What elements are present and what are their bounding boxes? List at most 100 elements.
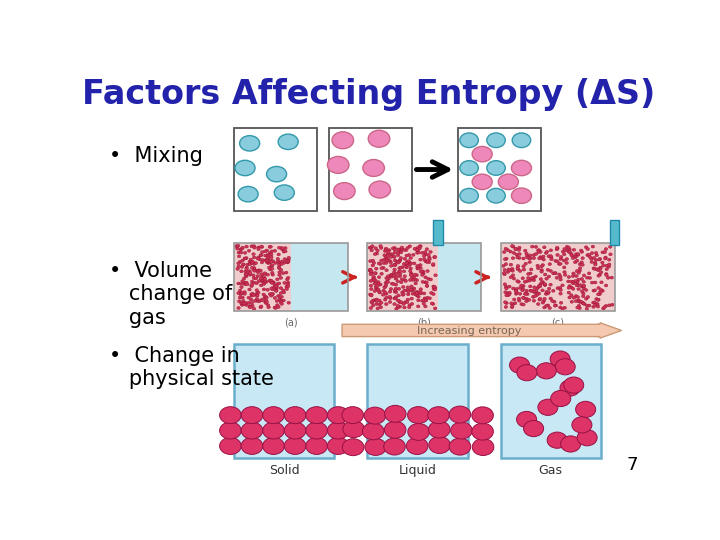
Ellipse shape xyxy=(241,422,263,439)
Ellipse shape xyxy=(568,248,571,251)
Ellipse shape xyxy=(274,261,277,265)
Ellipse shape xyxy=(536,287,539,289)
Ellipse shape xyxy=(268,261,271,264)
Ellipse shape xyxy=(259,254,263,256)
Ellipse shape xyxy=(426,260,429,262)
Ellipse shape xyxy=(595,254,598,256)
Ellipse shape xyxy=(523,421,544,437)
Ellipse shape xyxy=(532,290,536,293)
Ellipse shape xyxy=(271,281,274,284)
Ellipse shape xyxy=(243,302,246,306)
Text: Increasing entropy: Increasing entropy xyxy=(417,326,521,336)
Ellipse shape xyxy=(602,264,605,267)
Ellipse shape xyxy=(279,287,283,289)
Ellipse shape xyxy=(384,438,405,455)
Ellipse shape xyxy=(277,261,281,264)
Ellipse shape xyxy=(395,283,397,286)
Ellipse shape xyxy=(428,256,431,259)
Ellipse shape xyxy=(274,289,278,293)
Ellipse shape xyxy=(517,297,521,300)
Ellipse shape xyxy=(544,273,547,276)
Ellipse shape xyxy=(559,306,562,309)
Ellipse shape xyxy=(374,247,377,249)
Ellipse shape xyxy=(287,259,290,262)
Ellipse shape xyxy=(593,301,596,304)
Ellipse shape xyxy=(427,261,431,264)
Ellipse shape xyxy=(412,276,415,279)
Ellipse shape xyxy=(286,278,289,281)
Ellipse shape xyxy=(286,261,289,264)
Ellipse shape xyxy=(554,304,557,307)
Ellipse shape xyxy=(390,287,392,291)
Ellipse shape xyxy=(259,279,263,282)
Ellipse shape xyxy=(604,256,608,259)
Ellipse shape xyxy=(269,253,273,256)
Ellipse shape xyxy=(409,274,413,276)
Ellipse shape xyxy=(547,255,551,258)
Ellipse shape xyxy=(397,248,401,251)
Ellipse shape xyxy=(266,273,269,276)
Ellipse shape xyxy=(516,267,519,269)
Ellipse shape xyxy=(373,279,377,281)
Ellipse shape xyxy=(395,307,398,310)
Ellipse shape xyxy=(592,256,595,259)
Ellipse shape xyxy=(256,256,260,259)
Ellipse shape xyxy=(460,188,478,203)
Ellipse shape xyxy=(522,268,526,271)
Ellipse shape xyxy=(267,306,270,309)
Ellipse shape xyxy=(270,287,274,290)
Ellipse shape xyxy=(424,299,428,302)
Ellipse shape xyxy=(280,262,284,265)
Ellipse shape xyxy=(399,251,402,254)
Ellipse shape xyxy=(271,281,274,285)
Ellipse shape xyxy=(256,294,259,297)
Ellipse shape xyxy=(392,271,396,274)
Ellipse shape xyxy=(516,268,520,271)
Ellipse shape xyxy=(261,251,264,253)
Ellipse shape xyxy=(379,245,382,247)
Bar xyxy=(367,343,467,457)
Ellipse shape xyxy=(428,258,431,261)
Ellipse shape xyxy=(585,246,588,249)
Ellipse shape xyxy=(602,307,605,310)
Ellipse shape xyxy=(592,301,595,304)
Ellipse shape xyxy=(567,246,570,249)
Ellipse shape xyxy=(515,287,518,291)
Ellipse shape xyxy=(255,269,258,272)
Ellipse shape xyxy=(252,253,256,255)
Ellipse shape xyxy=(563,247,566,251)
Ellipse shape xyxy=(433,286,437,289)
Ellipse shape xyxy=(239,293,242,296)
Ellipse shape xyxy=(503,251,506,253)
Text: (b): (b) xyxy=(418,318,431,327)
Ellipse shape xyxy=(377,262,381,265)
Ellipse shape xyxy=(272,281,275,284)
Ellipse shape xyxy=(280,302,284,305)
Ellipse shape xyxy=(376,282,379,286)
Ellipse shape xyxy=(412,253,415,256)
Ellipse shape xyxy=(564,249,568,252)
Ellipse shape xyxy=(240,286,243,289)
Ellipse shape xyxy=(284,437,306,455)
Ellipse shape xyxy=(592,267,595,270)
Ellipse shape xyxy=(524,262,528,265)
Ellipse shape xyxy=(539,251,542,253)
Ellipse shape xyxy=(391,247,395,250)
Ellipse shape xyxy=(270,265,274,267)
Ellipse shape xyxy=(238,296,242,299)
Ellipse shape xyxy=(286,283,289,286)
Ellipse shape xyxy=(594,259,598,261)
Ellipse shape xyxy=(243,251,247,254)
Ellipse shape xyxy=(247,301,251,304)
Ellipse shape xyxy=(372,261,376,265)
Ellipse shape xyxy=(507,268,510,271)
Ellipse shape xyxy=(586,254,589,256)
Ellipse shape xyxy=(598,267,602,270)
Ellipse shape xyxy=(261,275,264,278)
Text: •  Mixing: • Mixing xyxy=(109,146,202,166)
Ellipse shape xyxy=(259,277,263,280)
Ellipse shape xyxy=(559,262,562,265)
Ellipse shape xyxy=(503,258,507,261)
Ellipse shape xyxy=(368,246,372,249)
Ellipse shape xyxy=(558,286,562,289)
